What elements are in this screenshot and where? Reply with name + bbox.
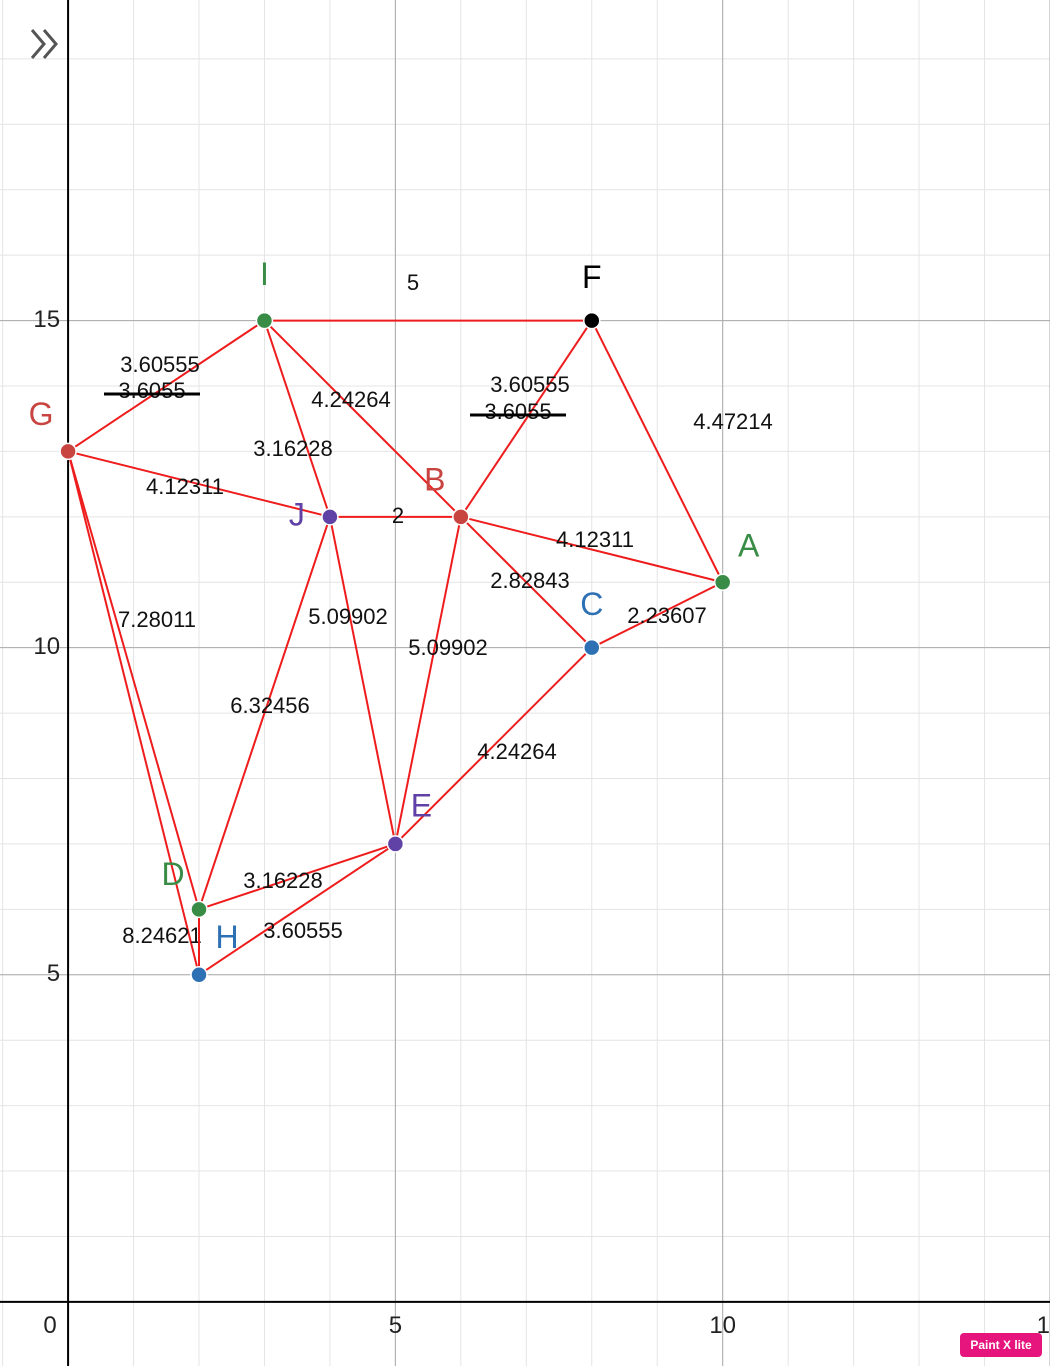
edge	[67, 450, 331, 518]
y-tick-label: 10	[33, 633, 60, 660]
point	[583, 311, 601, 330]
edge-label: 5.09902	[408, 635, 488, 660]
edge-label: 3.60555	[490, 372, 570, 397]
point-label: I	[260, 256, 269, 292]
point	[59, 442, 77, 461]
edge	[460, 515, 723, 584]
edges: 3.60555 5 4.24264 3.16228 4.12311 2 3.60555 4.4…	[67, 270, 773, 976]
point	[190, 900, 208, 919]
point-label: F	[582, 259, 602, 295]
struck-annotation: 3.6055	[484, 399, 551, 424]
edge-label: 4.12311	[556, 527, 634, 552]
point	[386, 835, 405, 853]
edge-label: 4.47214	[693, 409, 773, 434]
point	[452, 508, 470, 526]
edge	[263, 319, 462, 518]
edge	[590, 320, 724, 583]
edge-label: 2	[392, 503, 404, 528]
edge-label: 2.23607	[627, 603, 707, 628]
watermark-badge	[960, 1333, 1042, 1357]
edge-label: 3.16228	[253, 436, 333, 461]
point-label: D	[161, 856, 184, 892]
edge	[67, 451, 200, 910]
edge	[198, 843, 396, 976]
edge	[198, 516, 331, 910]
edge	[328, 516, 397, 845]
point	[583, 638, 601, 657]
point	[713, 573, 732, 592]
edge	[591, 581, 724, 649]
edge	[394, 646, 593, 845]
edge-label: 8.24621	[122, 923, 202, 948]
edge	[67, 319, 266, 453]
points: A B C D E F G H I J	[29, 256, 760, 984]
point-label: C	[580, 586, 603, 622]
edge-label: 3.60555	[120, 352, 200, 377]
edge	[394, 516, 462, 845]
collapse-icon[interactable]	[30, 29, 58, 59]
edge-label: 4.24264	[311, 387, 391, 412]
edge	[263, 320, 331, 518]
edge-label: 3.60555	[263, 918, 343, 943]
edge-label: 4.12311	[146, 474, 224, 499]
edge-label: 6.32456	[230, 693, 310, 718]
x-tick-label: 10	[709, 1312, 736, 1339]
point	[190, 966, 208, 984]
x-tick-label: 0	[43, 1312, 56, 1339]
edge	[460, 320, 593, 518]
edge	[460, 516, 593, 649]
y-tick-label: 15	[33, 306, 60, 333]
point-label: A	[738, 528, 760, 564]
edge	[67, 451, 200, 976]
point-label: G	[29, 396, 54, 432]
struck-annotation: 3.6055	[118, 378, 185, 403]
point	[321, 508, 339, 526]
edge-label: 5	[407, 270, 419, 295]
edge	[198, 842, 396, 911]
x-tick-label: 5	[389, 1312, 402, 1339]
point-label: E	[411, 787, 432, 823]
point-label: J	[289, 496, 305, 532]
watermark: Paint X lite	[970, 1338, 1032, 1352]
edge-label: 2.82843	[490, 568, 570, 593]
x-tick-label: 15	[1037, 1312, 1050, 1339]
point-label: B	[424, 461, 445, 497]
edge-label: 4.24264	[477, 739, 557, 764]
edge-label: 3.16228	[243, 868, 323, 893]
point-label: H	[215, 919, 238, 955]
edge-label: 5.09902	[308, 604, 388, 629]
point	[255, 311, 274, 330]
y-tick-label: 5	[47, 960, 60, 987]
edge-label: 7.28011	[118, 607, 196, 632]
